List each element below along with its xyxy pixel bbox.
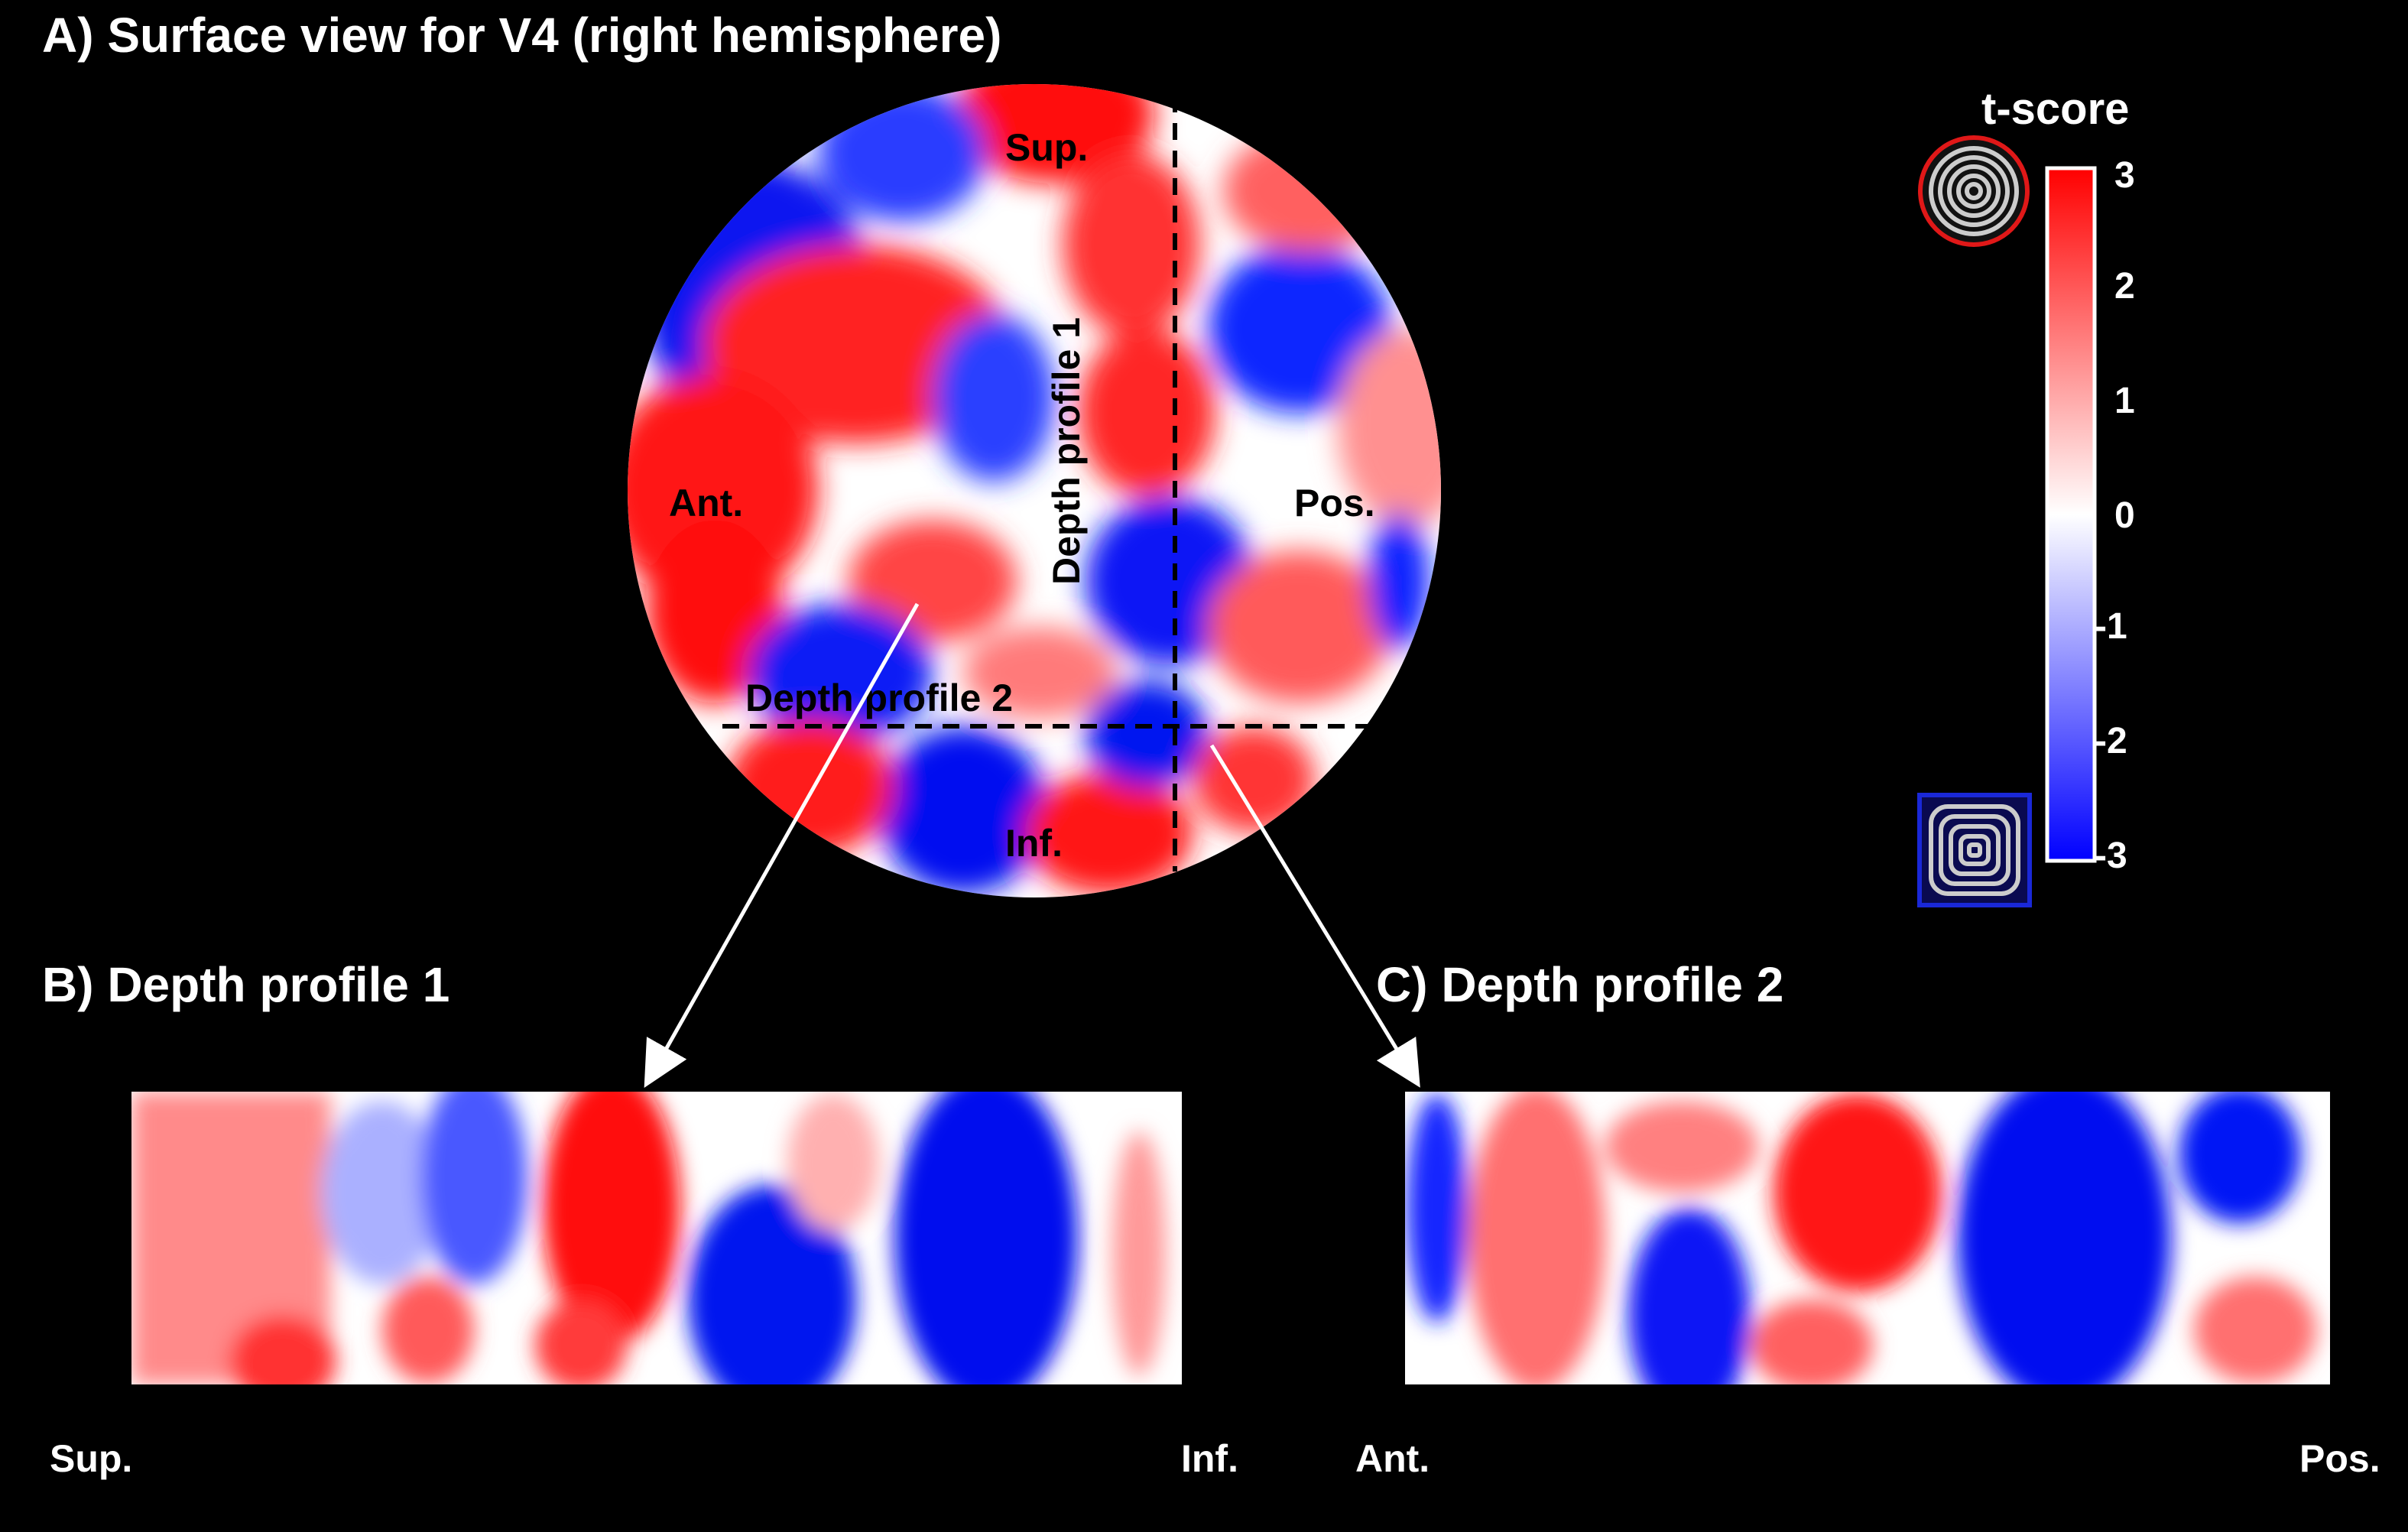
arrow-to-profile-2	[1209, 744, 1420, 1088]
profile-1-right-label: Inf.	[1181, 1437, 1238, 1480]
colorbar-tick: 2	[2114, 266, 2135, 307]
surface-map	[628, 84, 1441, 897]
colorbar-tick: 0	[2114, 495, 2135, 536]
profile-1-left-label: Sup.	[50, 1437, 132, 1480]
colorbar-tick: 1	[2114, 381, 2135, 421]
panel-c-title: C) Depth profile 2	[1376, 957, 1783, 1012]
colorbar: t-score 3 2 1 0 -1 -2 -3	[1981, 84, 2135, 876]
depth-profile-2-label: Depth profile 2	[745, 677, 1013, 719]
depth-profile-1-map	[131, 1092, 1182, 1384]
colorbar-tick: -2	[2095, 721, 2127, 761]
arrow-to-profile-1	[644, 602, 920, 1089]
concentric-circles-icon	[1918, 135, 2030, 247]
label-inferior: Inf.	[1005, 822, 1063, 865]
label-posterior: Pos.	[1294, 482, 1375, 524]
colorbar-tick: -3	[2095, 836, 2127, 876]
profile-2-left-label: Ant.	[1355, 1437, 1430, 1480]
depth-profile-1-label: Depth profile 1	[1045, 317, 1088, 585]
depth-profile-2-map	[1405, 1092, 2330, 1384]
colorbar-tick: 3	[2114, 155, 2135, 196]
panel-a-title: A) Surface view for V4 (right hemisphere…	[42, 8, 1001, 63]
profile-2-right-label: Pos.	[2299, 1437, 2380, 1480]
concentric-squares-icon	[1917, 793, 2032, 907]
label-superior: Sup.	[1005, 126, 1088, 169]
label-anterior: Ant.	[669, 482, 743, 524]
panel-b-title: B) Depth profile 1	[42, 957, 449, 1012]
colorbar-title: t-score	[1981, 84, 2129, 134]
colorbar-gradient	[2045, 166, 2097, 863]
colorbar-tick: -1	[2095, 606, 2127, 647]
